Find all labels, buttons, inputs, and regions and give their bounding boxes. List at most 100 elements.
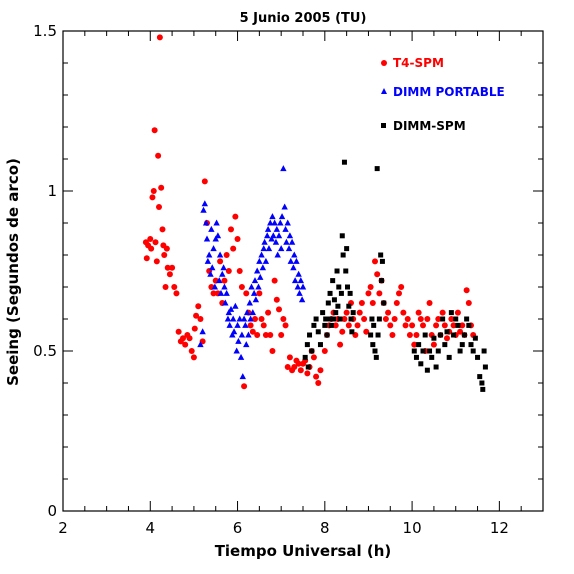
- data-point: [216, 277, 223, 284]
- data-point: [373, 354, 379, 360]
- data-point: [370, 342, 376, 348]
- data-point: [311, 322, 317, 328]
- data-point: [212, 235, 219, 242]
- data-point: [247, 315, 254, 322]
- x-tick-label: 10: [403, 519, 422, 537]
- data-point: [285, 245, 293, 252]
- data-point: [227, 305, 235, 312]
- data-point: [147, 236, 154, 242]
- data-point: [337, 341, 344, 348]
- data-point: [234, 321, 241, 328]
- data-point: [210, 245, 217, 252]
- data-point: [240, 315, 248, 322]
- data-point: [253, 267, 261, 274]
- data-point: [330, 278, 336, 284]
- data-point: [441, 322, 448, 329]
- data-point: [143, 255, 150, 262]
- data-point: [415, 309, 422, 316]
- data-point: [310, 354, 317, 361]
- data-point: [376, 290, 383, 297]
- data-point: [247, 322, 254, 329]
- data-point: [260, 322, 267, 329]
- data-point: [156, 34, 163, 41]
- chart-title: 5 Junio 2005 (TU): [240, 11, 367, 26]
- x-tick-label: 4: [145, 519, 155, 537]
- series-dimm-portable: [197, 165, 307, 380]
- legend-label-t4-spm: T4-SPM: [393, 56, 444, 70]
- data-point: [229, 331, 236, 338]
- data-point: [278, 213, 286, 220]
- data-point: [280, 165, 287, 172]
- data-point: [435, 316, 442, 322]
- data-point: [335, 303, 341, 309]
- data-point: [343, 268, 349, 274]
- data-point: [309, 348, 315, 354]
- data-point: [379, 258, 385, 264]
- data-point: [465, 300, 472, 306]
- data-point: [470, 348, 476, 354]
- data-point: [391, 316, 398, 322]
- data-point: [382, 316, 389, 322]
- data-point: [409, 322, 416, 329]
- data-point: [284, 219, 291, 226]
- data-point: [358, 300, 365, 306]
- data-point: [293, 257, 300, 264]
- data-point: [305, 364, 311, 370]
- x-tick-label: 8: [320, 519, 330, 537]
- x-axis-label: Tiempo Universal (h): [215, 542, 392, 560]
- data-point: [171, 284, 178, 290]
- data-point: [201, 200, 209, 207]
- data-point: [209, 264, 216, 271]
- data-point: [404, 316, 411, 322]
- data-point: [332, 322, 339, 329]
- data-point: [400, 309, 407, 316]
- data-point: [243, 341, 250, 348]
- data-point: [182, 341, 189, 348]
- data-point: [295, 270, 302, 277]
- data-point: [258, 251, 265, 258]
- data-point: [267, 332, 274, 338]
- data-point: [378, 252, 384, 258]
- data-point: [448, 310, 454, 316]
- data-point: [296, 289, 303, 296]
- data-point: [155, 152, 162, 159]
- data-point: [455, 322, 461, 328]
- data-point: [361, 316, 368, 322]
- data-point: [250, 289, 258, 296]
- data-point: [243, 290, 250, 297]
- data-point: [159, 226, 166, 233]
- data-point: [261, 238, 268, 245]
- data-point: [180, 335, 186, 342]
- data-point: [232, 302, 239, 309]
- data-point: [302, 354, 308, 360]
- data-point: [437, 332, 443, 338]
- data-point: [298, 296, 306, 303]
- series-dimm-spm: [302, 159, 488, 392]
- data-point: [277, 245, 285, 252]
- data-point: [256, 257, 263, 264]
- data-point: [457, 328, 464, 335]
- data-point: [411, 348, 417, 354]
- y-tick-label: 0: [47, 502, 57, 520]
- data-point: [356, 309, 363, 316]
- data-point: [286, 232, 294, 239]
- legend: T4-SPM DIMM PORTABLE DIMM-SPM: [381, 56, 505, 133]
- data-point: [246, 299, 253, 306]
- data-point: [230, 245, 237, 252]
- data-point: [153, 258, 160, 265]
- data-point: [204, 257, 212, 264]
- data-point: [217, 258, 224, 265]
- data-point: [413, 332, 420, 338]
- data-point: [284, 364, 291, 370]
- data-point: [156, 204, 162, 210]
- data-point: [430, 341, 437, 348]
- data-point: [429, 354, 435, 360]
- data-point: [295, 360, 302, 367]
- data-point: [344, 246, 350, 252]
- data-point: [242, 321, 249, 328]
- data-point: [152, 239, 159, 246]
- data-point: [199, 328, 206, 335]
- y-tick-label: 1.5: [33, 22, 57, 40]
- legend-marker-t4-spm: [381, 60, 387, 66]
- data-point: [286, 354, 293, 361]
